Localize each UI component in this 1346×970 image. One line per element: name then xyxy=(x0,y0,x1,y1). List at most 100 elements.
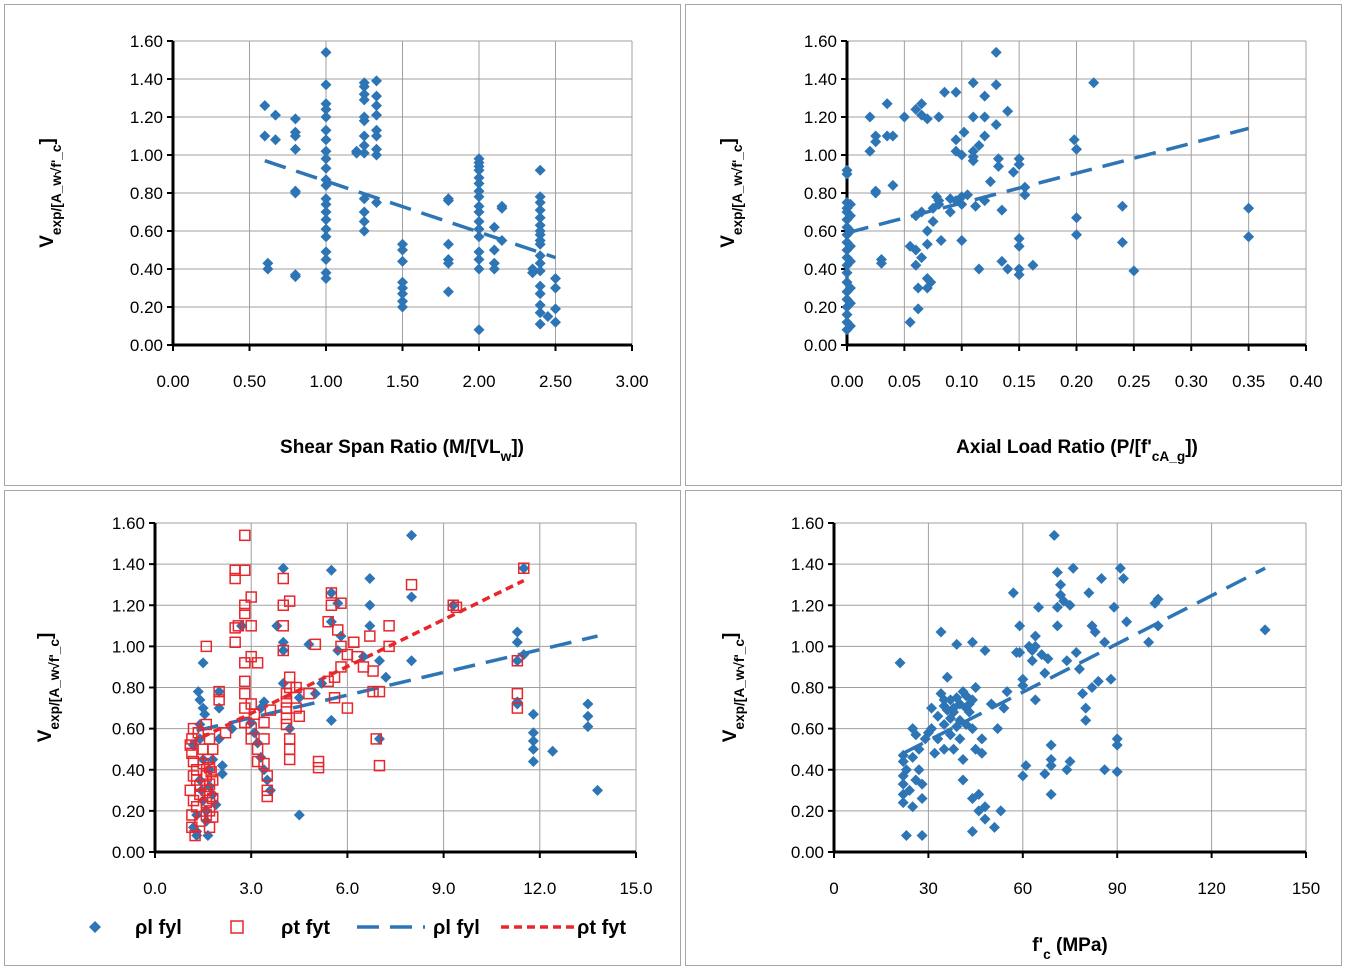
data-point xyxy=(844,320,856,332)
data-point xyxy=(954,698,966,710)
data-point xyxy=(320,214,332,226)
data-point xyxy=(351,147,363,159)
data-point xyxy=(916,98,928,110)
data-point xyxy=(320,46,332,58)
y-tick-label: 1.20 xyxy=(112,596,145,615)
data-point xyxy=(358,193,370,205)
data-point xyxy=(933,198,945,210)
data-point xyxy=(1259,624,1271,636)
data-point xyxy=(194,815,206,827)
x-tick-label: 150 xyxy=(1292,879,1320,898)
data-point xyxy=(1116,236,1128,248)
data-point xyxy=(844,240,856,252)
data-point xyxy=(887,179,899,191)
data-point xyxy=(1061,764,1073,776)
data-point xyxy=(534,307,546,319)
data-point xyxy=(887,130,899,142)
data-point xyxy=(328,692,341,704)
data-point xyxy=(358,140,370,151)
data-point xyxy=(1029,694,1041,706)
x-tick-label: 0 xyxy=(829,879,838,898)
data-point xyxy=(259,130,271,142)
data-point xyxy=(1071,212,1082,224)
data-point xyxy=(527,708,539,720)
data-point xyxy=(293,692,305,704)
data-point xyxy=(271,620,283,632)
data-point xyxy=(897,756,909,768)
data-point xyxy=(1089,626,1101,638)
data-point xyxy=(277,644,290,657)
data-point xyxy=(205,766,217,778)
data-point xyxy=(1080,714,1092,726)
data-point xyxy=(245,716,257,728)
data-point xyxy=(929,747,941,759)
data-point xyxy=(938,743,950,755)
data-point xyxy=(473,254,485,265)
data-point xyxy=(1013,269,1025,281)
data-point xyxy=(335,630,347,642)
data-point xyxy=(200,809,213,821)
data-point xyxy=(473,191,485,203)
data-point xyxy=(232,620,245,632)
y-tick-label: 1.40 xyxy=(130,70,163,89)
x-tick-label: 0.35 xyxy=(1232,372,1265,391)
data-point xyxy=(213,694,225,706)
data-point xyxy=(186,821,198,834)
data-point xyxy=(358,225,370,237)
data-point xyxy=(534,238,546,250)
data-point xyxy=(358,115,370,127)
x-tick-label: 0.00 xyxy=(156,372,189,391)
data-point xyxy=(251,743,264,755)
data-point xyxy=(1092,675,1104,687)
data-point xyxy=(913,764,925,776)
data-point xyxy=(262,257,274,269)
x-tick-label: 0.15 xyxy=(1003,372,1036,391)
data-point xyxy=(189,829,201,842)
data-point xyxy=(261,784,273,797)
x-axis-title: Axial Load Ratio (P/[f'cA_g]) xyxy=(956,437,1198,464)
data-point xyxy=(290,702,302,714)
y-tick-label: 0.40 xyxy=(130,260,163,279)
data-point xyxy=(967,111,979,123)
data-point xyxy=(320,193,332,205)
data-point xyxy=(289,113,301,125)
data-point xyxy=(1020,760,1032,772)
y-tick-label: 0.60 xyxy=(804,222,837,241)
data-point xyxy=(550,303,561,315)
x-tick-label: 3.00 xyxy=(615,372,648,391)
data-point xyxy=(239,657,251,669)
data-point xyxy=(406,529,418,541)
data-point xyxy=(184,784,197,797)
data-point xyxy=(397,276,408,288)
data-point xyxy=(992,160,1004,172)
data-point xyxy=(960,719,972,731)
data-point xyxy=(518,562,530,574)
y-tick-label: 0.00 xyxy=(112,843,145,862)
data-point xyxy=(397,244,408,256)
data-point xyxy=(245,591,257,603)
y-tick-label: 1.00 xyxy=(804,146,837,165)
data-point xyxy=(309,638,322,651)
data-point xyxy=(527,756,539,768)
data-point xyxy=(1105,673,1117,685)
data-point xyxy=(206,774,219,786)
data-point xyxy=(320,246,332,258)
data-point xyxy=(332,597,344,609)
data-point xyxy=(534,229,546,241)
data-point xyxy=(1114,562,1126,574)
data-point xyxy=(192,726,205,739)
data-point xyxy=(518,562,530,574)
data-point xyxy=(187,794,200,807)
x-tick-label: 2.50 xyxy=(539,372,572,391)
data-point xyxy=(916,793,928,805)
data-point xyxy=(213,685,225,698)
reinforcement-chart: 0.00 0.20 0.40 0.60 0.80 1.00 1.20 1.40 1.60 0.0 3… xyxy=(35,514,653,939)
data-point xyxy=(397,301,408,313)
data-point xyxy=(358,216,370,227)
data-point xyxy=(900,830,912,842)
data-point xyxy=(197,743,209,755)
data-point xyxy=(367,665,379,677)
data-point xyxy=(488,263,500,275)
data-point xyxy=(1051,620,1063,632)
data-point xyxy=(283,671,296,683)
